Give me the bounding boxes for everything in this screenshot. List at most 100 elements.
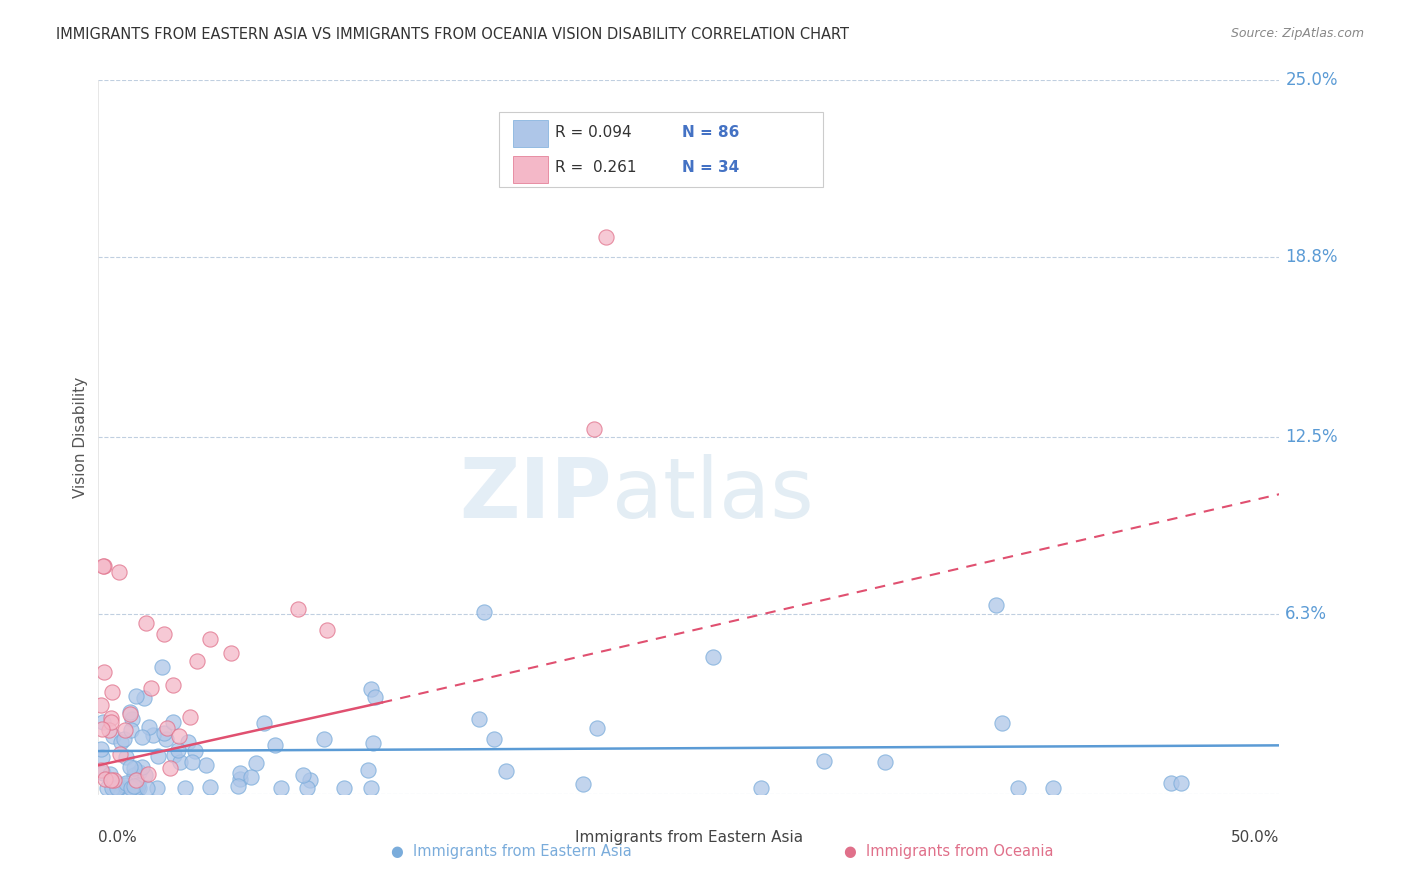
Point: [145, 781, 167, 796]
Point: [253, 716, 276, 731]
Point: [108, 747, 131, 762]
Point: [90, 763, 112, 777]
Point: [127, 778, 149, 792]
Text: Source: ZipAtlas.com: Source: ZipAtlas.com: [1230, 27, 1364, 40]
Point: [91, 765, 114, 780]
Point: [93, 558, 115, 573]
Point: [333, 780, 356, 795]
Point: [169, 755, 191, 769]
Point: [120, 780, 142, 795]
Point: [101, 730, 124, 744]
Point: [357, 763, 380, 777]
Point: [100, 711, 122, 725]
Point: [363, 690, 385, 704]
Point: [107, 781, 129, 796]
Point: [991, 716, 1014, 731]
Point: [240, 770, 263, 784]
Point: [131, 760, 153, 774]
Point: [142, 728, 165, 742]
Point: [270, 781, 292, 796]
Point: [586, 721, 609, 735]
Point: [135, 616, 157, 631]
Point: [163, 748, 186, 763]
Point: [98, 767, 121, 781]
Point: [702, 649, 724, 664]
Point: [873, 755, 896, 769]
Point: [90, 722, 112, 736]
Point: [101, 781, 124, 796]
Point: [152, 726, 174, 740]
Point: [179, 709, 201, 723]
Text: N = 34: N = 34: [682, 161, 740, 175]
Point: [103, 781, 125, 796]
Point: [159, 761, 181, 775]
Point: [132, 691, 155, 706]
Point: [472, 605, 495, 619]
Point: [134, 768, 156, 782]
Point: [93, 665, 115, 679]
Point: [96, 781, 118, 796]
Point: [495, 764, 517, 778]
Point: [183, 743, 205, 757]
Text: N = 86: N = 86: [682, 126, 740, 140]
Point: [181, 755, 204, 769]
Point: [114, 776, 136, 790]
Point: [136, 781, 159, 796]
Text: Immigrants from Eastern Asia: Immigrants from Eastern Asia: [575, 830, 803, 845]
Point: [571, 776, 593, 790]
Point: [173, 780, 195, 795]
Point: [361, 736, 384, 750]
Point: [108, 565, 131, 579]
Point: [91, 750, 114, 764]
Point: [583, 421, 606, 435]
Text: 25.0%: 25.0%: [1285, 71, 1339, 89]
Text: 50.0%: 50.0%: [1232, 830, 1279, 845]
Point: [200, 780, 222, 794]
Text: IMMIGRANTS FROM EASTERN ASIA VS IMMIGRANTS FROM OCEANIA VISION DISABILITY CORREL: IMMIGRANTS FROM EASTERN ASIA VS IMMIGRAN…: [56, 27, 849, 42]
Point: [124, 780, 146, 795]
Point: [136, 766, 159, 780]
Point: [813, 754, 835, 768]
Point: [198, 632, 221, 646]
Text: 6.3%: 6.3%: [1285, 605, 1327, 623]
Point: [125, 781, 148, 796]
Text: atlas: atlas: [612, 454, 814, 534]
Text: ZIP: ZIP: [460, 454, 612, 534]
Point: [156, 721, 179, 735]
Point: [226, 780, 249, 794]
Point: [984, 599, 1007, 613]
Point: [229, 765, 252, 780]
Point: [100, 772, 122, 787]
Text: R = 0.094: R = 0.094: [555, 126, 631, 140]
Text: 0.0%: 0.0%: [98, 830, 138, 845]
Point: [120, 723, 142, 737]
Text: ●  Immigrants from Eastern Asia: ● Immigrants from Eastern Asia: [391, 844, 633, 859]
Point: [115, 750, 138, 764]
Point: [91, 715, 114, 730]
Text: R =  0.261: R = 0.261: [555, 161, 637, 175]
Point: [114, 723, 136, 738]
Point: [94, 772, 117, 786]
Point: [101, 684, 124, 698]
Point: [219, 646, 242, 660]
Point: [484, 732, 506, 747]
Point: [118, 705, 141, 719]
Point: [316, 623, 339, 637]
Point: [146, 749, 169, 764]
Point: [1007, 781, 1029, 796]
Point: [110, 734, 132, 748]
Point: [98, 723, 121, 737]
Point: [93, 558, 115, 573]
Point: [115, 781, 138, 796]
Point: [468, 712, 491, 726]
Point: [138, 720, 160, 734]
Point: [167, 729, 190, 743]
Point: [360, 781, 382, 796]
Point: [103, 772, 125, 787]
Text: ●  Immigrants from Oceania: ● Immigrants from Oceania: [844, 844, 1053, 859]
Point: [177, 735, 200, 749]
Point: [162, 678, 184, 692]
Point: [122, 768, 145, 782]
Point: [1160, 776, 1182, 790]
Point: [100, 714, 122, 729]
